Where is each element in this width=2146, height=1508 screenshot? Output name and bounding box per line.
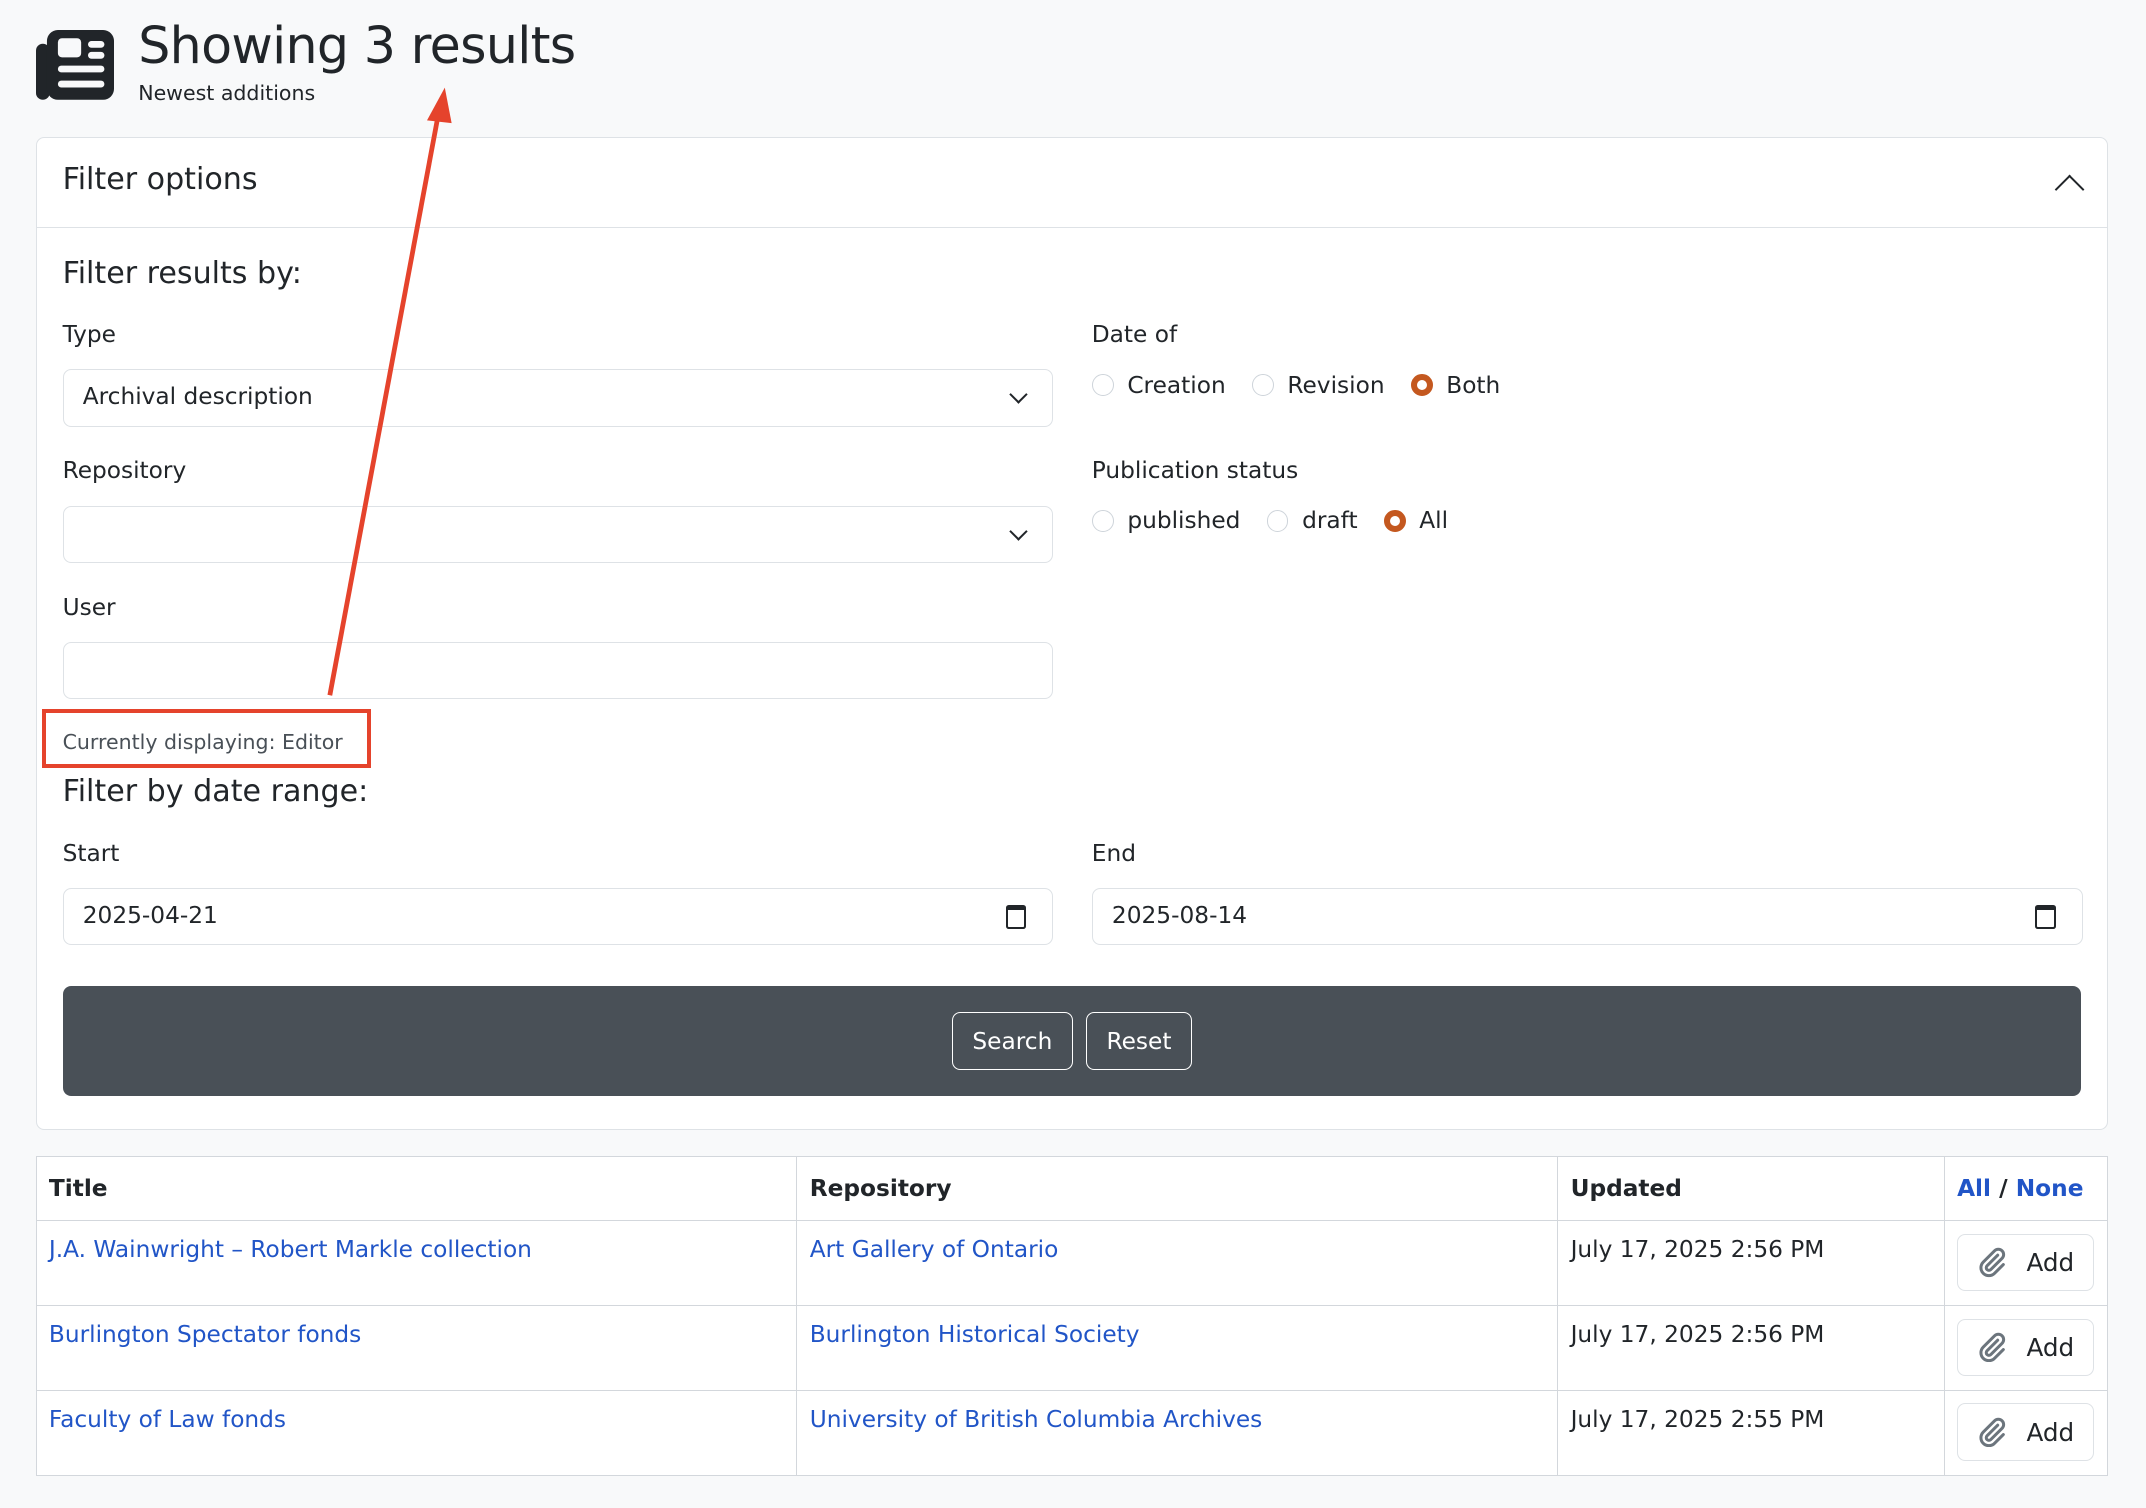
table-header-row: Title Repository Updated All / None [35, 1156, 2108, 1222]
pub-status-label: Publication status [1091, 456, 1299, 484]
table-row: Burlington Spectator fonds Burlington Hi… [35, 1305, 2108, 1392]
filter-heading: Filter options [62, 162, 258, 198]
radio-both[interactable]: Both [1410, 371, 1501, 399]
radio-button[interactable] [1251, 374, 1274, 397]
paperclip-icon [1979, 1332, 2006, 1363]
radio-label: All [1419, 507, 1449, 535]
paperclip-icon [1979, 1417, 2006, 1448]
radio-label: Revision [1287, 371, 1385, 399]
user-input[interactable] [62, 641, 1054, 699]
add-label: Add [2026, 1247, 2075, 1277]
add-label: Add [2026, 1417, 2075, 1447]
chevron-up-icon[interactable] [2054, 174, 2085, 205]
radio-draft[interactable]: draft [1266, 507, 1358, 535]
add-button[interactable]: Add [1957, 1233, 2095, 1292]
title-link[interactable]: J.A. Wainwright – Robert Markle collecti… [48, 1236, 532, 1264]
radio-revision[interactable]: Revision [1251, 371, 1385, 399]
end-date-input[interactable]: 2025-08-14 [1091, 887, 2083, 946]
radio-creation[interactable]: Creation [1091, 371, 1226, 399]
calendar-icon[interactable] [1006, 905, 1027, 929]
radio-button[interactable] [1266, 509, 1289, 532]
select-all-link[interactable]: All [1957, 1175, 1991, 1203]
user-label: User [62, 593, 116, 621]
calendar-icon[interactable] [2035, 905, 2056, 929]
repository-link[interactable]: University of British Columbia Archives [809, 1406, 1263, 1434]
updated-cell: July 17, 2025 2:56 PM [1557, 1220, 1945, 1307]
currently-displaying: Currently displaying: Editor [62, 730, 343, 755]
updated-cell: July 17, 2025 2:56 PM [1557, 1305, 1945, 1392]
header-select: All / None [1943, 1156, 2108, 1222]
search-button[interactable]: Search [952, 1012, 1073, 1070]
repository-link[interactable]: Burlington Historical Society [809, 1321, 1140, 1349]
radio-button-selected[interactable] [1410, 374, 1433, 397]
filter-toggle[interactable]: Filter options [36, 138, 2108, 228]
chevron-down-icon [1009, 522, 1028, 541]
chevron-down-icon [1009, 385, 1028, 404]
action-bar: Search Reset [62, 986, 2082, 1096]
separator: / [1999, 1175, 2008, 1203]
repository-select[interactable] [62, 506, 1054, 564]
title-link[interactable]: Burlington Spectator fonds [48, 1321, 362, 1349]
select-none-link[interactable]: None [2015, 1175, 2084, 1203]
radio-label: draft [1302, 507, 1358, 535]
type-label: Type [62, 321, 116, 349]
annotation-highlight-box [42, 708, 371, 768]
pub-status-radios: published draft All [1091, 507, 1467, 537]
radio-label: published [1127, 507, 1241, 535]
paperclip-icon [1979, 1248, 2006, 1278]
page-title: Showing 3 results [138, 16, 576, 76]
title-link[interactable]: Faculty of Law fonds [48, 1406, 287, 1434]
radio-label: Creation [1127, 371, 1226, 399]
end-label: End [1091, 839, 1136, 867]
end-date-value: 2025-08-14 [1111, 901, 1248, 929]
results-table: Title Repository Updated All / None J.A.… [35, 1156, 2108, 1476]
table-row: J.A. Wainwright – Robert Markle collecti… [35, 1220, 2108, 1307]
date-of-label: Date of [1091, 321, 1178, 349]
date-range-heading: Filter by date range: [62, 774, 369, 810]
radio-button[interactable] [1091, 374, 1114, 397]
header-repository: Repository [796, 1156, 1559, 1222]
newspaper-icon [35, 30, 114, 100]
table-row: Faculty of Law fonds University of Briti… [35, 1390, 2108, 1476]
repository-link[interactable]: Art Gallery of Ontario [809, 1236, 1059, 1264]
repository-label: Repository [62, 456, 187, 484]
filter-card: Filter options Filter results by: Type A… [35, 136, 2109, 1130]
reset-button[interactable]: Reset [1086, 1012, 1192, 1070]
header-title: Title [35, 1156, 798, 1222]
start-label: Start [62, 839, 120, 867]
radio-label: Both [1446, 371, 1501, 399]
add-label: Add [2026, 1332, 2075, 1362]
add-button[interactable]: Add [1957, 1318, 2095, 1377]
updated-cell: July 17, 2025 2:55 PM [1557, 1390, 1945, 1476]
date-of-radios: Creation Revision Both [1091, 371, 1520, 402]
type-select-value: Archival description [82, 383, 313, 411]
page-subtitle: Newest additions [138, 80, 316, 105]
add-button[interactable]: Add [1957, 1403, 2095, 1461]
type-select[interactable]: Archival description [62, 369, 1054, 427]
header-updated: Updated [1557, 1156, 1945, 1222]
radio-button[interactable] [1091, 509, 1114, 532]
radio-published[interactable]: published [1091, 507, 1241, 535]
radio-all[interactable]: All [1383, 507, 1449, 535]
radio-button-selected[interactable] [1383, 509, 1406, 532]
filter-results-heading: Filter results by: [62, 255, 302, 291]
start-date-value: 2025-04-21 [82, 901, 218, 929]
start-date-input[interactable]: 2025-04-21 [62, 887, 1054, 946]
